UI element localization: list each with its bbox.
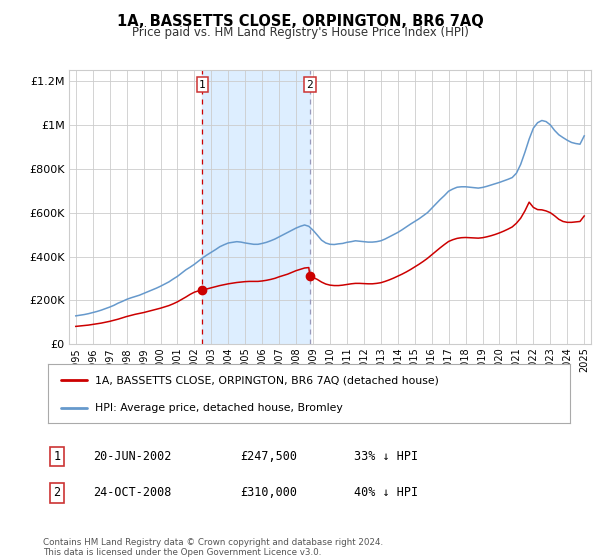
Text: 1A, BASSETTS CLOSE, ORPINGTON, BR6 7AQ (detached house): 1A, BASSETTS CLOSE, ORPINGTON, BR6 7AQ (… xyxy=(95,375,439,385)
Text: Contains HM Land Registry data © Crown copyright and database right 2024.
This d: Contains HM Land Registry data © Crown c… xyxy=(43,538,383,557)
Text: 2: 2 xyxy=(53,486,61,500)
Text: 24-OCT-2008: 24-OCT-2008 xyxy=(93,486,172,500)
Text: 20-JUN-2002: 20-JUN-2002 xyxy=(93,450,172,463)
Text: 1: 1 xyxy=(53,450,61,463)
Text: £247,500: £247,500 xyxy=(240,450,297,463)
Text: 33% ↓ HPI: 33% ↓ HPI xyxy=(354,450,418,463)
Text: 2: 2 xyxy=(307,80,313,90)
Text: 40% ↓ HPI: 40% ↓ HPI xyxy=(354,486,418,500)
Text: 1A, BASSETTS CLOSE, ORPINGTON, BR6 7AQ: 1A, BASSETTS CLOSE, ORPINGTON, BR6 7AQ xyxy=(116,14,484,29)
Text: £310,000: £310,000 xyxy=(240,486,297,500)
Text: Price paid vs. HM Land Registry's House Price Index (HPI): Price paid vs. HM Land Registry's House … xyxy=(131,26,469,39)
Text: HPI: Average price, detached house, Bromley: HPI: Average price, detached house, Brom… xyxy=(95,403,343,413)
Bar xyxy=(202,70,310,344)
Text: 1: 1 xyxy=(199,80,206,90)
